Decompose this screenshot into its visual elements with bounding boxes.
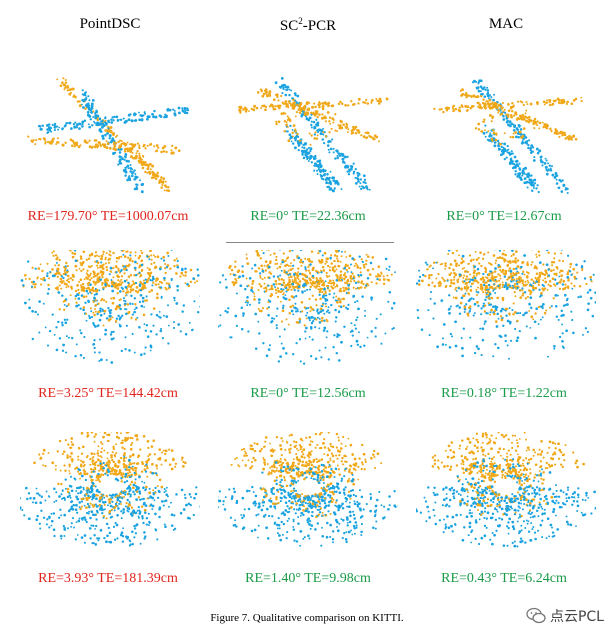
- point-cloud-panel: [218, 432, 398, 562]
- header-sc2pcr-sup: 2: [298, 16, 303, 26]
- metric-r2-mac: RE=0.43° TE=6.24cm: [441, 571, 567, 586]
- point-cloud-panel: [20, 432, 200, 562]
- metric-r0-pointdsc: RE=179.70° TE=1000.07cm: [27, 209, 189, 224]
- point-cloud-panel: [20, 70, 200, 200]
- metric-r2-sc2pcr: RE=1.40° TE=9.98cm: [245, 571, 371, 586]
- watermark-text: 点云PCL: [549, 609, 604, 625]
- header-sc2pcr-suffix: -PCR: [302, 18, 337, 34]
- header-pointdsc: PointDSC: [79, 16, 141, 32]
- watermark: 点云PCL: [526, 606, 604, 626]
- point-cloud-panel: [20, 250, 200, 380]
- metric-r1-pointdsc: RE=3.25° TE=144.42cm: [38, 386, 178, 401]
- point-cloud-panel: [416, 432, 596, 562]
- figure-caption: Figure 7. Qualitative comparison on KITT…: [210, 612, 404, 624]
- metric-r0-mac: RE=0° TE=12.67cm: [446, 209, 562, 224]
- metric-r2-pointdsc: RE=3.93° TE=181.39cm: [38, 571, 178, 586]
- metric-r0-sc2pcr: RE=0° TE=22.36cm: [250, 209, 366, 224]
- metric-r1-sc2pcr: RE=0° TE=12.56cm: [250, 386, 366, 401]
- header-mac: MAC: [488, 16, 524, 32]
- point-cloud-panel: [218, 70, 398, 200]
- header-sc2pcr: SC2-PCR: [218, 16, 398, 35]
- point-cloud-panel: [218, 250, 398, 380]
- point-cloud-panel: [416, 250, 596, 380]
- point-cloud-panel: [416, 70, 596, 200]
- header-sc2pcr-base: SC: [279, 18, 299, 34]
- row-divider: [226, 242, 394, 243]
- metric-r1-mac: RE=0.18° TE=1.22cm: [441, 386, 567, 401]
- wechat-icon: [526, 607, 546, 625]
